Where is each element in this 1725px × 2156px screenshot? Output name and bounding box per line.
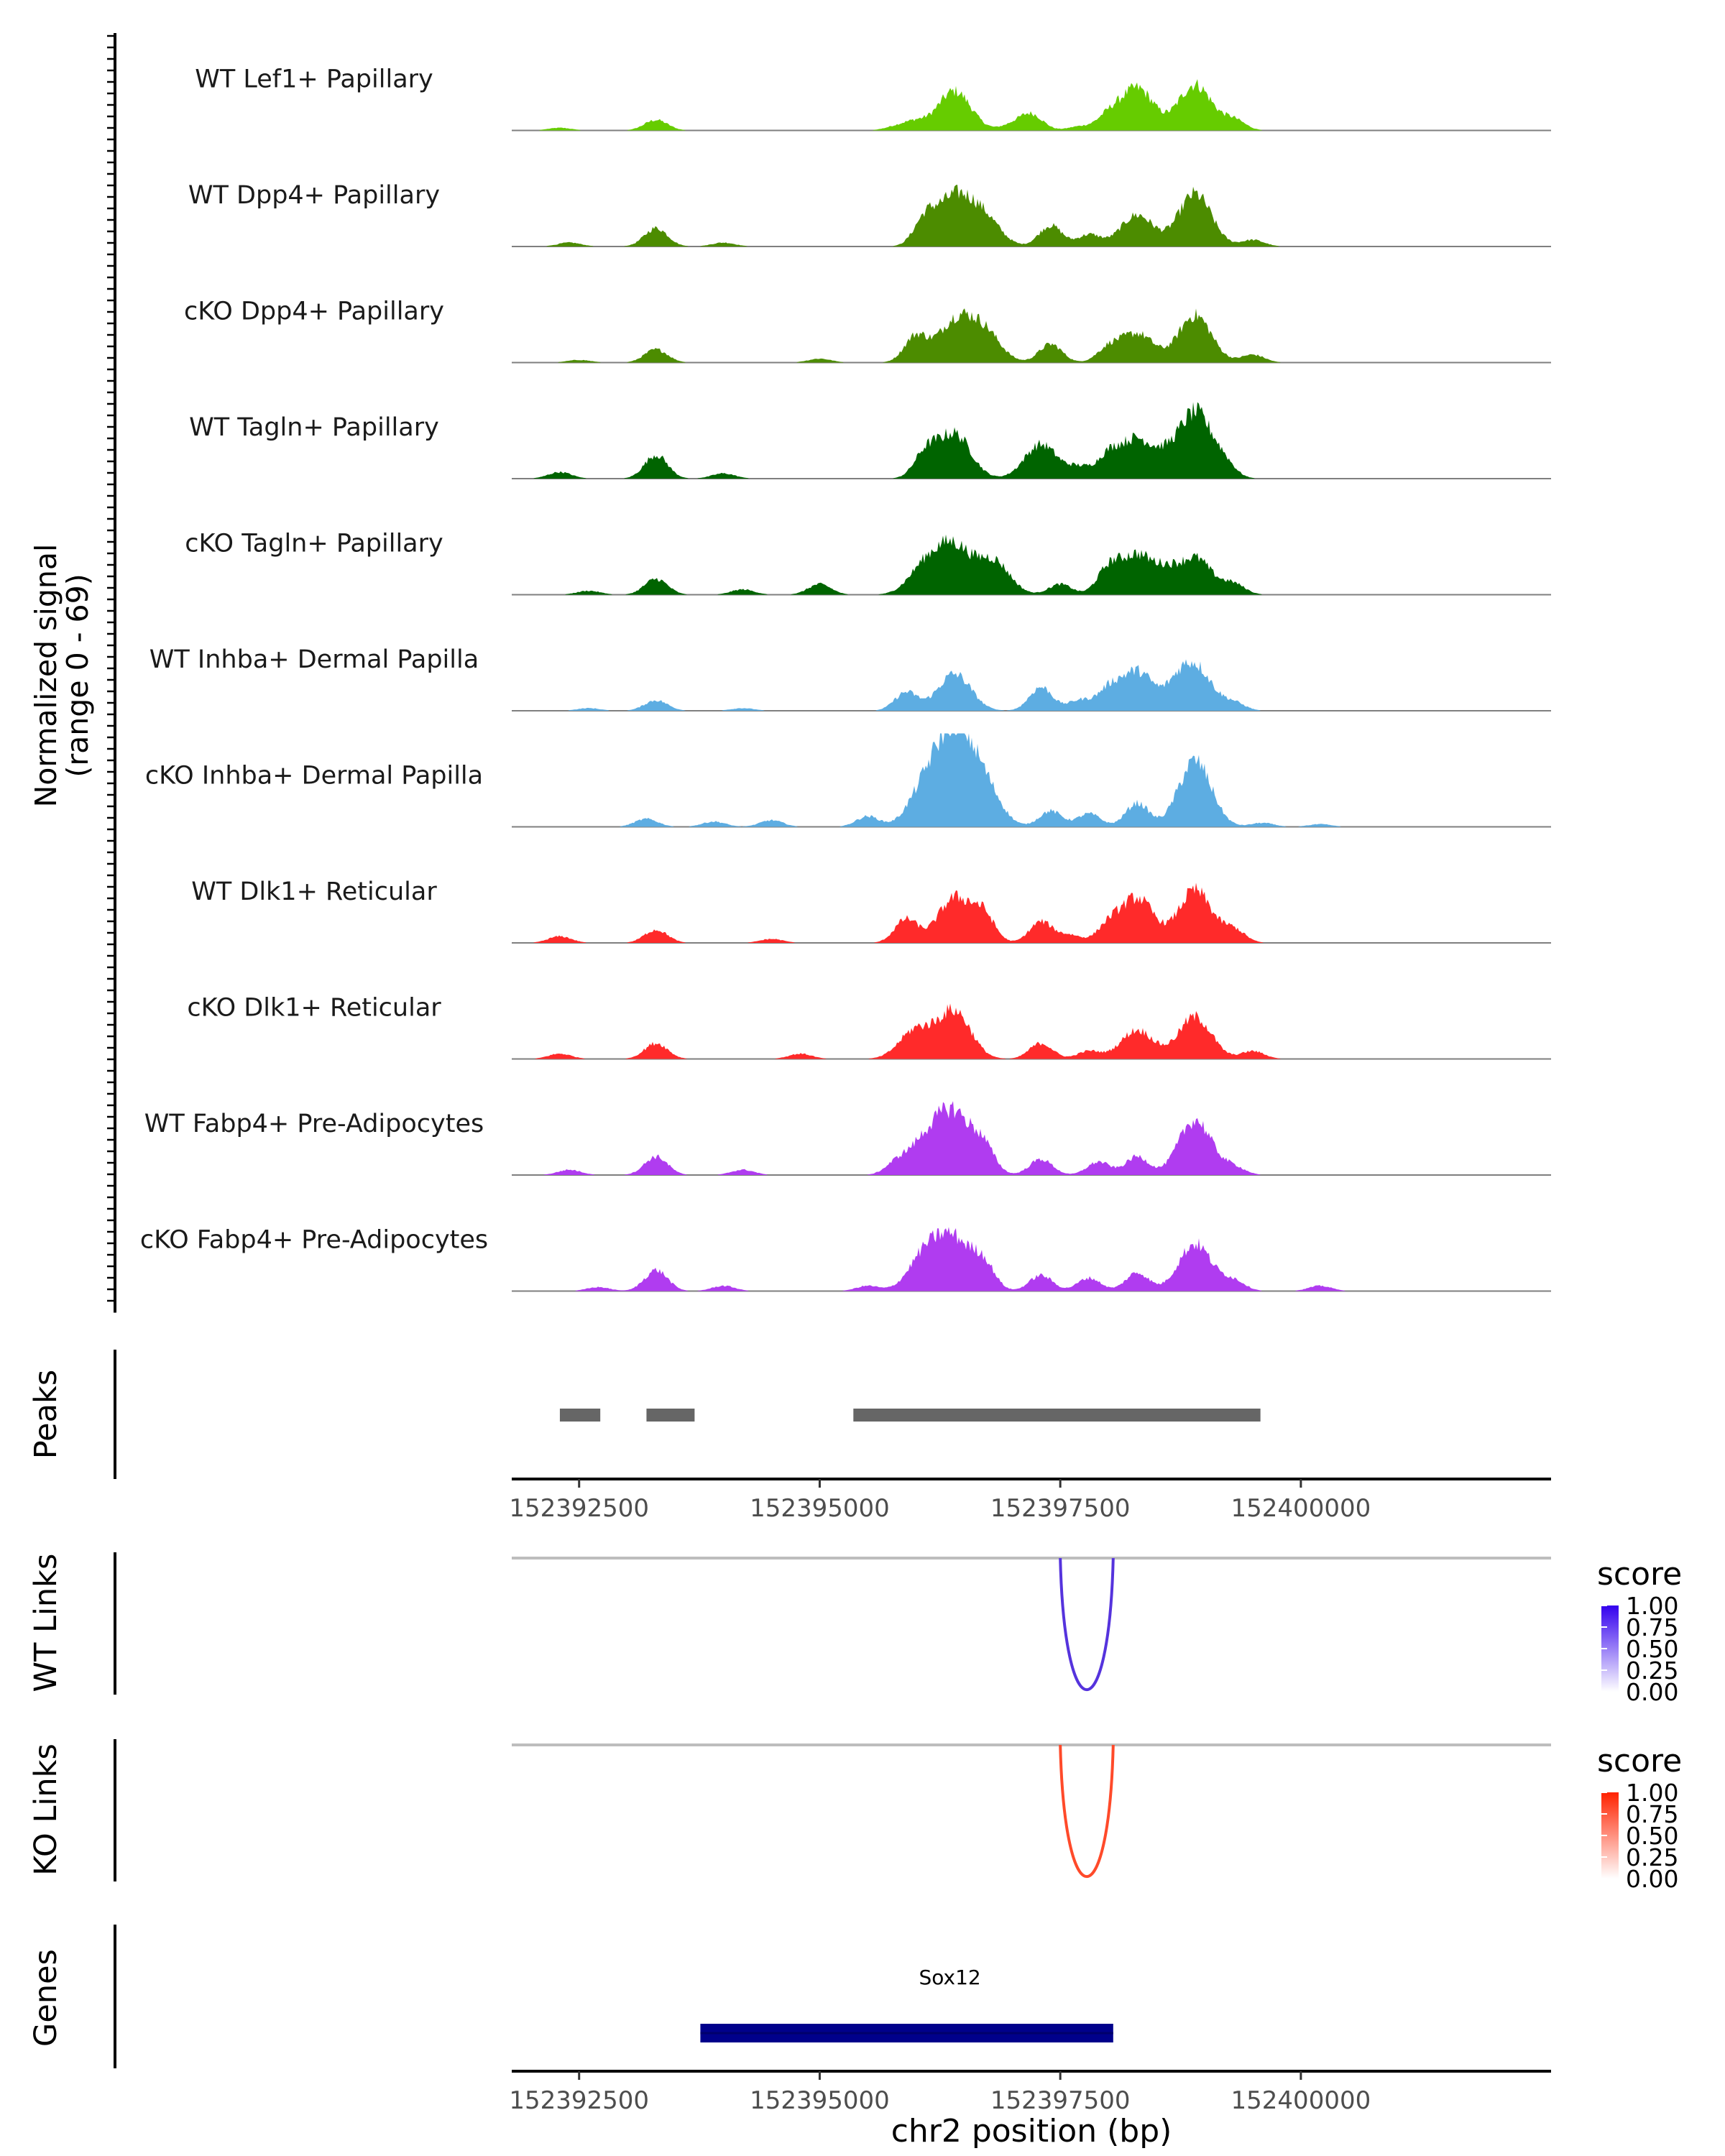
track-label: WT Dlk1+ Reticular [191, 877, 437, 906]
x-ticks-top: 152392500 152395000 152397500 152400000 [509, 1479, 1371, 1523]
coverage-tracks: WT Lef1+ Papillary WT Dpp4+ Papillary cKO … [140, 65, 1551, 1292]
track-cko-fabp4-pre-adipocytes: cKO Fabp4+ Pre-Adipocytes [140, 1226, 1551, 1292]
legend-tick-label: 0.25 [1626, 1843, 1678, 1871]
x-axis-title: chr2 position (bp) [891, 2113, 1172, 2150]
track-cko-dlk1-reticular: cKO Dlk1+ Reticular [187, 994, 1551, 1060]
track-label: WT Fabp4+ Pre-Adipocytes [144, 1110, 484, 1138]
y-axis-subtitle: (range 0 - 69) [60, 573, 95, 777]
legend-tick-label: 0.50 [1626, 1635, 1678, 1663]
wt-score-legend: score 1.000.750.500.250.00 [1597, 1556, 1682, 1706]
x-tick-label: 152392500 [509, 2086, 649, 2115]
x-tick-label: 152400000 [1231, 1494, 1371, 1523]
signal-area [512, 79, 1551, 131]
ko-legend-title: score [1597, 1743, 1682, 1779]
x-ticks-bottom: 152392500 152395000 152397500 152400000 [509, 2071, 1371, 2115]
legend-tick-label: 0.00 [1626, 1678, 1678, 1706]
legend-tick-label: 0.75 [1626, 1800, 1678, 1828]
track-wt-tagln-papillary: WT Tagln+ Papillary [189, 402, 1551, 479]
legend-tick-label: 1.00 [1626, 1592, 1678, 1620]
track-cko-inhba-dermal-papilla: cKO Inhba+ Dermal Papilla [145, 733, 1551, 828]
track-cko-tagln-papillary: cKO Tagln+ Papillary [185, 530, 1551, 596]
signal-area [512, 402, 1551, 479]
x-tick-label: 152395000 [750, 2086, 890, 2115]
track-wt-lef1-papillary: WT Lef1+ Papillary [195, 65, 1551, 132]
track-wt-dlk1-reticular: WT Dlk1+ Reticular [191, 877, 1551, 944]
x-tick-label: 152397500 [990, 2086, 1131, 2115]
peak-region [559, 1409, 601, 1422]
legend-tick-label: 1.00 [1626, 1779, 1678, 1807]
track-label: cKO Dlk1+ Reticular [187, 994, 441, 1023]
track-label: cKO Dpp4+ Papillary [184, 298, 444, 326]
peaks-label: Peaks [28, 1370, 64, 1460]
track-label: cKO Fabp4+ Pre-Adipocytes [140, 1226, 488, 1255]
track-cko-dpp4-papillary: cKO Dpp4+ Papillary [184, 298, 1551, 364]
legend-tick-label: 0.25 [1626, 1657, 1678, 1685]
signal-area [512, 659, 1551, 711]
x-tick-label: 152392500 [509, 1494, 649, 1523]
coverage-axis [107, 33, 116, 1313]
ko-links-panel: KO Links [28, 1739, 116, 1881]
wt-legend-title: score [1597, 1556, 1682, 1593]
signal-area [512, 883, 1551, 943]
track-wt-dpp4-papillary: WT Dpp4+ Papillary [188, 181, 1551, 247]
track-label: cKO Tagln+ Papillary [185, 530, 443, 558]
link-arc [1059, 1744, 1115, 1879]
legend-tick-label: 0.50 [1626, 1822, 1678, 1850]
genes-panel: Genes Sox12 152392500 152395000 152397500 1… [28, 1925, 1551, 2115]
gene-label: Sox12 [919, 1966, 980, 1989]
track-label: cKO Inhba+ Dermal Papilla [145, 762, 483, 791]
ko-score-legend: score 1.000.750.500.250.00 [1597, 1743, 1682, 1893]
peak-region [853, 1409, 1261, 1422]
track-wt-fabp4-pre-adipocytes: WT Fabp4+ Pre-Adipocytes [144, 1101, 1551, 1176]
track-label: WT Tagln+ Papillary [189, 413, 439, 442]
legend-tick-label: 0.00 [1626, 1865, 1678, 1893]
peak-region [646, 1409, 695, 1422]
track-wt-inhba-dermal-papilla: WT Inhba+ Dermal Papilla [150, 645, 1551, 711]
ko-links-label: KO Links [28, 1743, 64, 1876]
wt-links-panel: WT Links [28, 1552, 116, 1695]
y-axis-title: Normalized signal [29, 544, 63, 808]
x-tick-label: 152400000 [1231, 2086, 1371, 2115]
peaks-panel: Peaks 152392500 152395000 152397500 1524000… [28, 1350, 1551, 1523]
x-tick-label: 152397500 [990, 1494, 1131, 1523]
track-label: WT Inhba+ Dermal Papilla [150, 645, 479, 674]
genes-label: Genes [28, 1949, 64, 2047]
track-label: WT Lef1+ Papillary [195, 65, 433, 94]
signal-area [512, 1003, 1551, 1059]
legend-tick-label: 0.75 [1626, 1613, 1678, 1641]
wt-links-label: WT Links [28, 1554, 64, 1692]
link-arc [1059, 1557, 1115, 1692]
track-label: WT Dpp4+ Papillary [188, 181, 440, 210]
x-tick-label: 152395000 [750, 1494, 890, 1523]
